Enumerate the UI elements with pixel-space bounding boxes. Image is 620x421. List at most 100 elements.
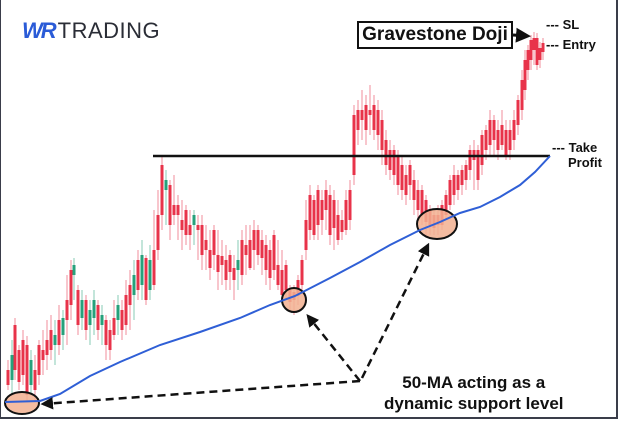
candle-body	[538, 48, 542, 60]
candle-body	[69, 270, 73, 305]
candle-body	[216, 255, 220, 272]
candle-body	[356, 110, 360, 130]
candle-body	[232, 268, 236, 280]
candle-body	[516, 100, 520, 125]
candle-body	[256, 230, 260, 255]
candle-body	[272, 235, 276, 270]
candle-body	[280, 270, 284, 295]
gravestone-doji-callout: Gravestone Doji	[357, 21, 513, 49]
candle-body	[512, 120, 516, 140]
candle-body	[468, 150, 472, 170]
dashed-arrows	[40, 242, 430, 410]
candle-body	[244, 245, 248, 255]
candle-body	[348, 190, 352, 220]
candle-body	[17, 350, 21, 382]
candle-body	[264, 245, 268, 270]
candle-body	[364, 105, 368, 130]
candle-body	[96, 305, 100, 330]
candle-body	[388, 150, 392, 170]
candle-body	[332, 200, 336, 228]
candles-group	[6, 32, 545, 402]
candle-body	[276, 265, 280, 285]
candle-body	[360, 110, 364, 120]
candle-body	[336, 215, 340, 240]
candle-body	[308, 195, 312, 230]
candle-body	[112, 318, 116, 335]
candle-body	[21, 340, 25, 375]
brand-prefix: WR	[22, 18, 57, 43]
candle-body	[25, 345, 29, 395]
candle-body	[284, 265, 288, 290]
candle-body	[220, 256, 224, 265]
candle-body	[132, 275, 136, 295]
take-profit-label-2: Profit	[568, 155, 602, 170]
candle-body	[320, 200, 324, 220]
candle-body	[384, 140, 388, 165]
candle-body	[541, 43, 545, 52]
candle-body	[128, 285, 132, 305]
candle-body	[408, 165, 412, 185]
candle-body	[236, 260, 240, 270]
candle-body	[300, 260, 304, 285]
candle-body	[352, 115, 356, 175]
candle-body	[172, 205, 176, 215]
candle-body	[108, 330, 112, 350]
candle-body	[504, 130, 508, 155]
candle-body	[168, 185, 172, 225]
candle-body	[6, 370, 10, 385]
candle-body	[84, 300, 88, 330]
candle-body	[416, 190, 420, 210]
candle-body	[228, 255, 232, 272]
support-touch-highlight	[4, 391, 40, 415]
entry-label: --- Entry	[546, 37, 596, 52]
candle-body	[116, 305, 120, 320]
candle-body	[400, 165, 404, 190]
ma-50-line	[4, 155, 551, 403]
candle-body	[456, 175, 460, 190]
candle-body	[404, 175, 408, 195]
candle-body	[480, 135, 484, 165]
candle-body	[208, 250, 212, 268]
candle-body	[13, 325, 17, 370]
candle-body	[380, 120, 384, 150]
candle-body	[396, 155, 400, 185]
candle-body	[526, 50, 530, 70]
candle-body	[500, 125, 504, 145]
arrow-to-circle-1	[40, 379, 361, 410]
candle-body	[444, 195, 448, 215]
candle-body	[268, 250, 272, 278]
candle-body	[529, 40, 533, 60]
candle-body	[212, 230, 216, 255]
candle-body	[452, 175, 456, 195]
candle-body	[508, 130, 512, 150]
candle-body	[344, 200, 348, 230]
candle-body	[49, 330, 53, 350]
candle-body	[376, 110, 380, 135]
candle-body	[88, 310, 92, 325]
candle-body	[61, 318, 65, 335]
candle-body	[124, 295, 128, 325]
candle-body	[304, 220, 308, 250]
candle-body	[29, 360, 33, 385]
ma-support-note: 50-MA acting as a dynamic support level	[384, 372, 564, 414]
candle-body	[176, 205, 180, 215]
candle-body	[156, 215, 160, 250]
candle-body	[92, 300, 96, 318]
brand-logo: WR TRADING	[22, 18, 160, 44]
take-profit-label-1: --- Take	[552, 140, 598, 155]
candle-body	[192, 215, 196, 225]
candle-body	[412, 180, 416, 200]
candle-body	[100, 315, 104, 325]
candle-body	[136, 260, 140, 290]
candle-body	[200, 225, 204, 255]
candle-body	[76, 290, 80, 325]
candle-body	[523, 60, 527, 90]
candle-body	[312, 200, 316, 235]
candle-body	[140, 255, 144, 285]
candle-body	[144, 258, 148, 300]
candle-body	[188, 225, 192, 235]
candle-body	[204, 240, 208, 250]
candle-body	[484, 130, 488, 150]
candle-body	[240, 240, 244, 275]
